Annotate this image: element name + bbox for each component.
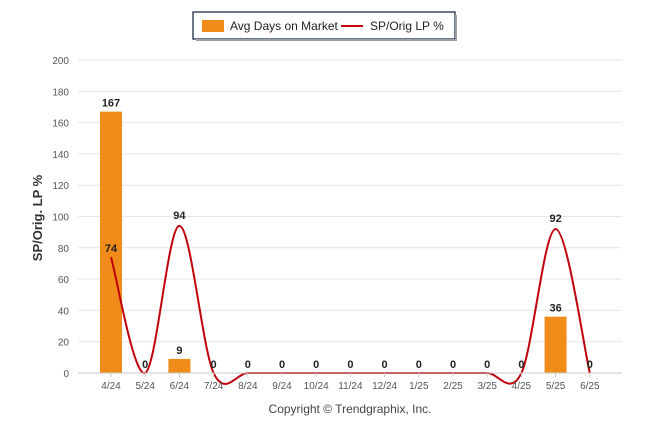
bar-data-label: 9 bbox=[176, 345, 182, 357]
y-axis-title: SP/Orig. LP % bbox=[30, 174, 45, 261]
y-tick-label: 80 bbox=[58, 244, 70, 255]
bar-data-label: 0 bbox=[347, 359, 353, 371]
bar-data-label: 0 bbox=[279, 359, 285, 371]
y-tick-label: 20 bbox=[58, 338, 70, 349]
bar-data-label: 0 bbox=[245, 359, 251, 371]
data-labels: 167 0 9 0 0 0 0 0 0 0 0 0 0 36 0 74 94 92 bbox=[102, 98, 593, 371]
legend-sp-orig-label: SP/Orig LP % bbox=[370, 19, 444, 33]
copyright-footer: Copyright © Trendgraphix, Inc. bbox=[269, 402, 432, 416]
bar-data-label: 0 bbox=[484, 359, 490, 371]
x-tick-label: 9/24 bbox=[272, 381, 292, 392]
x-tick-label: 1/25 bbox=[409, 381, 429, 392]
bar-data-label: 0 bbox=[587, 359, 593, 371]
y-tick-label: 140 bbox=[52, 150, 69, 161]
x-tick-label: 10/24 bbox=[304, 381, 329, 392]
line-data-label: 74 bbox=[105, 243, 118, 255]
bar bbox=[168, 358, 191, 373]
bar-data-label: 36 bbox=[549, 303, 561, 315]
x-tick-label: 7/24 bbox=[204, 381, 224, 392]
legend-avg-days-label: Avg Days on Market bbox=[230, 19, 338, 33]
legend: Avg Days on Market SP/Orig LP % bbox=[192, 11, 457, 41]
y-tick-label: 100 bbox=[52, 213, 69, 224]
bar bbox=[100, 111, 122, 374]
legend-shadow bbox=[455, 15, 457, 41]
axes: 0 20 40 60 80 100 120 140 160 180 200 4/24 5/24 6/24 7… bbox=[52, 56, 622, 392]
bar-data-label: 167 bbox=[102, 98, 120, 110]
x-tick-label: 2/25 bbox=[443, 381, 463, 392]
x-tick-label: 5/24 bbox=[135, 381, 155, 392]
bar-data-label: 0 bbox=[416, 359, 422, 371]
bar-data-label: 0 bbox=[518, 359, 524, 371]
bar-data-label: 0 bbox=[142, 359, 148, 371]
y-tick-label: 120 bbox=[52, 181, 69, 192]
x-tick-label: 11/24 bbox=[338, 381, 363, 392]
y-tick-label: 200 bbox=[52, 56, 69, 67]
y-tick-label: 160 bbox=[52, 119, 69, 130]
gridlines bbox=[78, 59, 622, 343]
line-data-label: 94 bbox=[173, 210, 186, 222]
x-tick-label: 6/25 bbox=[580, 381, 600, 392]
x-tick-label: 6/24 bbox=[170, 381, 190, 392]
bar-series-avg-days bbox=[100, 111, 567, 374]
y-tick-label: 180 bbox=[52, 87, 69, 98]
x-tick-label: 3/25 bbox=[477, 381, 497, 392]
y-tick-label: 40 bbox=[58, 306, 70, 317]
legend-bar-swatch bbox=[202, 20, 224, 32]
bar-data-label: 0 bbox=[382, 359, 388, 371]
x-tick-label: 12/24 bbox=[372, 381, 397, 392]
bar-data-label: 0 bbox=[313, 359, 319, 371]
line-data-label: 92 bbox=[549, 213, 561, 225]
x-tick-label: 4/24 bbox=[101, 381, 121, 392]
x-tick-label: 4/25 bbox=[512, 381, 532, 392]
bar-data-label: 0 bbox=[211, 359, 217, 371]
bar-data-label: 0 bbox=[450, 359, 456, 371]
bar bbox=[544, 316, 567, 373]
legend-shadow-bottom bbox=[196, 39, 457, 41]
y-tick-label: 0 bbox=[63, 369, 69, 380]
x-tick-label: 5/25 bbox=[546, 381, 566, 392]
x-tick-label: 8/24 bbox=[238, 381, 258, 392]
y-tick-label: 60 bbox=[58, 275, 70, 286]
